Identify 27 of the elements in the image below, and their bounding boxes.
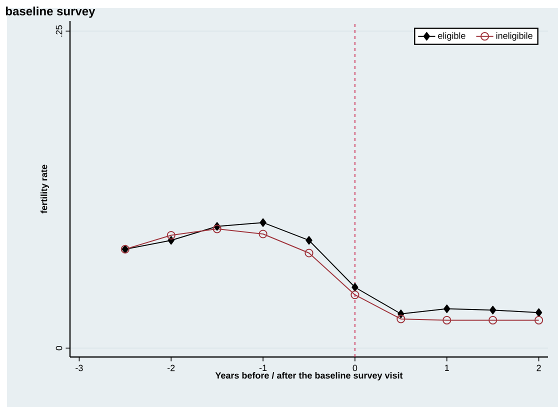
legend-label: ineligibile [496, 32, 532, 41]
point [304, 248, 314, 258]
x-tick-label: 1 [445, 364, 449, 371]
y-axis-title: fertility rate [40, 164, 49, 214]
point [488, 316, 498, 325]
point [489, 306, 496, 314]
x-axis-title: Years before / after the baseline survey visit [215, 372, 403, 380]
point [260, 218, 266, 227]
point [352, 282, 358, 292]
legend-label: eligible [438, 32, 466, 41]
point [444, 304, 450, 314]
point [534, 316, 544, 325]
point [535, 308, 542, 317]
x-tick-label: -3 [76, 364, 83, 372]
y-tick-label: .25 [56, 25, 62, 37]
point [350, 290, 360, 300]
x-tick-label: 0 [352, 364, 358, 372]
point [396, 314, 406, 324]
point [166, 230, 176, 240]
chart-title: baseline survey [6, 6, 96, 18]
point [306, 236, 312, 245]
point [212, 224, 222, 234]
x-tick-label: -2 [168, 364, 175, 372]
point [442, 316, 452, 325]
x-tick-label: -1 [259, 364, 267, 371]
point [258, 230, 268, 238]
x-tick-label: 2 [536, 364, 541, 372]
